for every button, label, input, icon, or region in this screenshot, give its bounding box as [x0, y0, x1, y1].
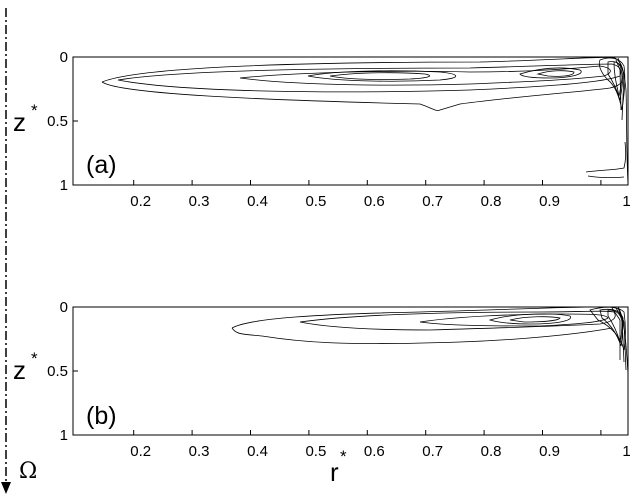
panel-b-x-tick-label: 0.5 — [305, 443, 326, 460]
panel-a-frame — [72, 56, 629, 186]
panel-b-x-tick-label: 0.9 — [539, 443, 560, 460]
panel-a-x-tick-label: 0.5 — [305, 193, 326, 210]
panel-b-contour-7 — [599, 308, 624, 347]
panel-b-y-label: z — [13, 355, 26, 385]
panel-b-contour-2 — [299, 310, 616, 331]
panel-b-x-tick-label: 1 — [622, 443, 630, 460]
panel-b-contour-outer — [231, 306, 629, 375]
panel-a-y-tick-label: 0 — [60, 49, 68, 66]
panel-a-x-tick-label: 0.3 — [189, 193, 210, 210]
panel-a-x-tick-labels: 0.2 0.3 0.4 0.5 0.6 0.7 0.8 0.9 1 — [130, 193, 630, 210]
panel-a-y-tick-label: 0.5 — [47, 113, 68, 130]
panel-a-y-label-superscript: * — [31, 101, 38, 120]
rotation-axis-arrow-icon — [1, 482, 11, 494]
panel-a-label: (a) — [86, 151, 117, 179]
panel-b-y-tick-label: 0.5 — [47, 363, 68, 380]
panel-b-y-tick-label: 0 — [60, 299, 68, 316]
panel-a-contours — [101, 57, 629, 186]
panel-b-label: (b) — [86, 402, 117, 430]
panel-b-contour-9 — [611, 307, 627, 371]
panel-b-y-label-superscript: * — [31, 349, 38, 368]
panel-b: 0.2 0.3 0.4 0.5 0.6 0.7 0.8 0.9 1 0 0.5 … — [13, 299, 631, 460]
rotation-symbol: Ω — [19, 459, 37, 484]
panel-a-x-tick-label: 0.8 — [481, 193, 502, 210]
panel-a-contour-4 — [307, 70, 457, 82]
panel-a-x-tick-label: 0.7 — [422, 193, 443, 210]
panel-b-contour-6 — [589, 306, 626, 351]
panel-b-x-tick-label: 0.6 — [364, 443, 385, 460]
panel-a-x-tick-label: 0.9 — [539, 193, 560, 210]
panel-a-y-ticks — [73, 56, 78, 186]
panel-a-contour-6 — [519, 67, 582, 79]
panel-b-x-ticks — [133, 430, 602, 435]
panel-a: 0.2 0.3 0.4 0.5 0.6 0.7 0.8 0.9 1 0 0.5 … — [13, 49, 631, 210]
panel-a-contour-3 — [239, 65, 611, 86]
panel-a-contour-5 — [329, 72, 430, 80]
panel-b-y-tick-label: 1 — [60, 427, 68, 444]
panel-a-contour-outer — [101, 57, 629, 186]
panel-a-x-tick-label: 0.4 — [247, 193, 268, 210]
panel-b-contour-4 — [488, 313, 572, 325]
panel-a-x-ticks — [133, 180, 602, 185]
panel-a-contour-corner — [585, 141, 627, 179]
panel-b-contour-3 — [419, 313, 609, 327]
panel-b-x-tick-label: 0.2 — [130, 443, 151, 460]
panel-b-contour-5 — [509, 316, 561, 323]
x-axis-label: r — [330, 457, 339, 487]
panel-a-contour-11 — [615, 57, 625, 121]
panel-b-x-tick-label: 0.8 — [481, 443, 502, 460]
panel-a-x-tick-label: 1 — [622, 193, 630, 210]
panel-b-contour-8 — [607, 309, 623, 344]
x-axis-label-superscript: * — [340, 447, 347, 466]
panel-a-contour-7 — [536, 70, 575, 77]
panel-a-x-tick-label: 0.6 — [364, 193, 385, 210]
panel-b-y-ticks — [73, 306, 78, 436]
panel-a-y-tick-label: 1 — [60, 177, 68, 194]
panel-b-x-tick-label: 0.3 — [189, 443, 210, 460]
panel-a-x-tick-label: 0.2 — [130, 193, 151, 210]
panel-a-y-label: z — [13, 107, 26, 137]
panel-b-x-tick-label: 0.4 — [247, 443, 268, 460]
panel-b-x-tick-label: 0.7 — [422, 443, 443, 460]
panel-b-x-tick-labels: 0.2 0.3 0.4 0.5 0.6 0.7 0.8 0.9 1 — [130, 443, 630, 460]
panel-b-contours — [231, 306, 629, 375]
